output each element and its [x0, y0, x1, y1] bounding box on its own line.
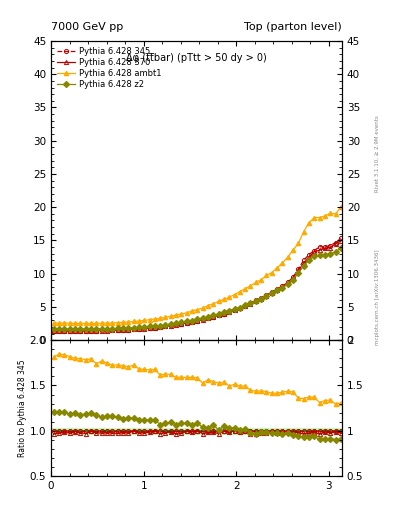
Pythia 6.428 z2 — [312, 253, 317, 259]
Pythia 6.428 ambt1 — [338, 204, 343, 210]
Text: Rivet 3.1.10, ≥ 2.9M events: Rivet 3.1.10, ≥ 2.9M events — [375, 115, 380, 192]
Pythia 6.428 z2 — [110, 326, 115, 332]
Pythia 6.428 370 — [126, 327, 130, 333]
Pythia 6.428 z2 — [163, 322, 168, 328]
Line: Pythia 6.428 z2: Pythia 6.428 z2 — [52, 246, 343, 331]
Pythia 6.428 z2 — [338, 245, 343, 251]
Y-axis label: Ratio to Pythia 6.428 345: Ratio to Pythia 6.428 345 — [18, 359, 27, 457]
Pythia 6.428 370 — [57, 328, 62, 334]
Pythia 6.428 345 — [338, 236, 343, 242]
Pythia 6.428 370 — [110, 327, 115, 333]
Pythia 6.428 ambt1 — [110, 320, 115, 326]
Text: Δφ (tt̅bar) (pTtt > 50 dy > 0): Δφ (tt̅bar) (pTtt > 50 dy > 0) — [126, 53, 267, 63]
Pythia 6.428 ambt1 — [51, 320, 56, 326]
Pythia 6.428 z2 — [78, 326, 83, 332]
Text: mcplots.cern.ch [arXiv:1306.3436]: mcplots.cern.ch [arXiv:1306.3436] — [375, 249, 380, 345]
Pythia 6.428 370 — [89, 328, 94, 334]
Pythia 6.428 ambt1 — [163, 314, 168, 321]
Line: Pythia 6.428 ambt1: Pythia 6.428 ambt1 — [52, 205, 343, 326]
Line: Pythia 6.428 345: Pythia 6.428 345 — [52, 237, 343, 333]
Pythia 6.428 345 — [51, 328, 56, 334]
Pythia 6.428 370 — [333, 241, 338, 247]
Pythia 6.428 370 — [312, 249, 317, 255]
Legend: Pythia 6.428 345, Pythia 6.428 370, Pythia 6.428 ambt1, Pythia 6.428 z2: Pythia 6.428 345, Pythia 6.428 370, Pyth… — [55, 45, 163, 91]
Pythia 6.428 345 — [89, 328, 94, 334]
Pythia 6.428 ambt1 — [333, 211, 338, 217]
Bar — [51, 428, 342, 434]
Text: Top (parton level): Top (parton level) — [244, 22, 342, 32]
Pythia 6.428 345 — [110, 327, 115, 333]
Pythia 6.428 345 — [333, 240, 338, 246]
Pythia 6.428 z2 — [51, 326, 56, 332]
Pythia 6.428 345 — [163, 323, 168, 329]
Pythia 6.428 ambt1 — [312, 215, 317, 221]
Text: 7000 GeV pp: 7000 GeV pp — [51, 22, 123, 32]
Pythia 6.428 345 — [57, 328, 62, 334]
Pythia 6.428 370 — [338, 238, 343, 244]
Pythia 6.428 ambt1 — [126, 319, 130, 325]
Pythia 6.428 z2 — [333, 249, 338, 255]
Pythia 6.428 370 — [163, 324, 168, 330]
Pythia 6.428 345 — [126, 327, 130, 333]
Pythia 6.428 z2 — [89, 326, 94, 332]
Pythia 6.428 z2 — [126, 325, 130, 331]
Pythia 6.428 345 — [312, 247, 317, 253]
Line: Pythia 6.428 370: Pythia 6.428 370 — [52, 239, 343, 333]
Pythia 6.428 ambt1 — [73, 321, 77, 327]
Pythia 6.428 ambt1 — [89, 321, 94, 327]
Pythia 6.428 370 — [51, 328, 56, 334]
